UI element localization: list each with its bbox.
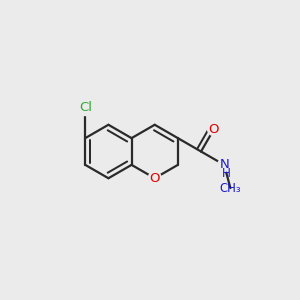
Text: Cl: Cl [79, 101, 92, 114]
Text: O: O [149, 172, 160, 185]
Text: H: H [222, 167, 230, 180]
Circle shape [218, 158, 231, 171]
Circle shape [148, 172, 161, 185]
Circle shape [208, 124, 220, 136]
Text: CH₃: CH₃ [220, 182, 241, 195]
Text: N: N [219, 158, 229, 171]
Circle shape [77, 99, 93, 116]
Text: O: O [208, 123, 219, 136]
